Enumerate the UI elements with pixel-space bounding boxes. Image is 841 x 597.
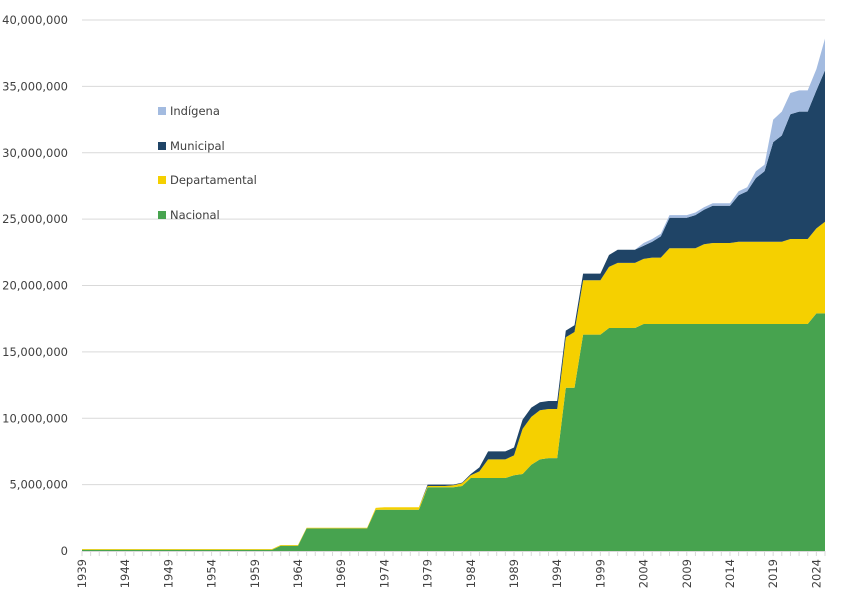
x-axis-labels: 1939 1944 1949 1954 1959 1964 1969 1974 1979 1984… [75, 559, 823, 588]
legend-label: Indígena [170, 104, 220, 119]
x-tick-label: 1964 [291, 559, 305, 588]
y-tick-label: 0 [61, 544, 68, 558]
x-tick-label: 1954 [205, 559, 219, 588]
y-tick-label: 15,000,000 [2, 345, 68, 359]
legend-item-indgena: Indígena [158, 94, 257, 129]
x-axis [81, 551, 826, 556]
x-tick-label: 2004 [637, 559, 651, 588]
y-tick-label: 40,000,000 [2, 13, 68, 27]
legend-item-nacional: Nacional [158, 198, 257, 233]
x-tick-label: 1944 [118, 559, 132, 588]
x-tick-label: 2019 [766, 559, 780, 588]
y-axis-labels: 0 5,000,000 10,000,000 15,000,000 20,000,000… [2, 13, 68, 558]
area-departamental [82, 221, 825, 550]
legend-label: Departamental [170, 173, 257, 188]
x-tick-label: 1989 [507, 559, 521, 588]
area-series [82, 38, 825, 551]
x-tick-label: 2014 [723, 559, 737, 588]
gridlines [82, 19, 825, 486]
x-tick-label: 1969 [334, 559, 348, 588]
x-tick-label: 1979 [421, 559, 435, 588]
x-tick-label: 1984 [464, 559, 478, 588]
legend-item-municipal: Municipal [158, 129, 257, 164]
y-tick-label: 5,000,000 [9, 478, 68, 492]
legend-label: Nacional [170, 207, 220, 222]
x-tick-label: 2009 [680, 559, 694, 588]
y-tick-label: 35,000,000 [2, 79, 68, 93]
x-tick-label: 1974 [377, 559, 391, 588]
y-tick-label: 25,000,000 [2, 212, 68, 226]
legend: Indígena Municipal Departamental Nacional [158, 94, 257, 232]
legend-item-departamental: Departamental [158, 163, 257, 198]
legend-swatch [158, 141, 166, 150]
y-tick-label: 10,000,000 [2, 411, 68, 425]
area-nacional [82, 313, 825, 551]
legend-label: Municipal [170, 138, 225, 153]
x-tick-label: 1949 [161, 559, 175, 588]
x-tick-label: 1999 [593, 559, 607, 588]
x-tick-label: 1939 [75, 559, 89, 588]
legend-swatch [158, 210, 166, 219]
x-tick-label: 1959 [248, 559, 262, 588]
legend-swatch [158, 176, 166, 185]
legend-swatch [158, 107, 166, 116]
y-tick-label: 20,000,000 [2, 279, 68, 293]
x-tick-label: 2024 [809, 559, 823, 588]
x-tick-label: 1994 [550, 559, 564, 588]
y-tick-label: 30,000,000 [2, 146, 68, 160]
